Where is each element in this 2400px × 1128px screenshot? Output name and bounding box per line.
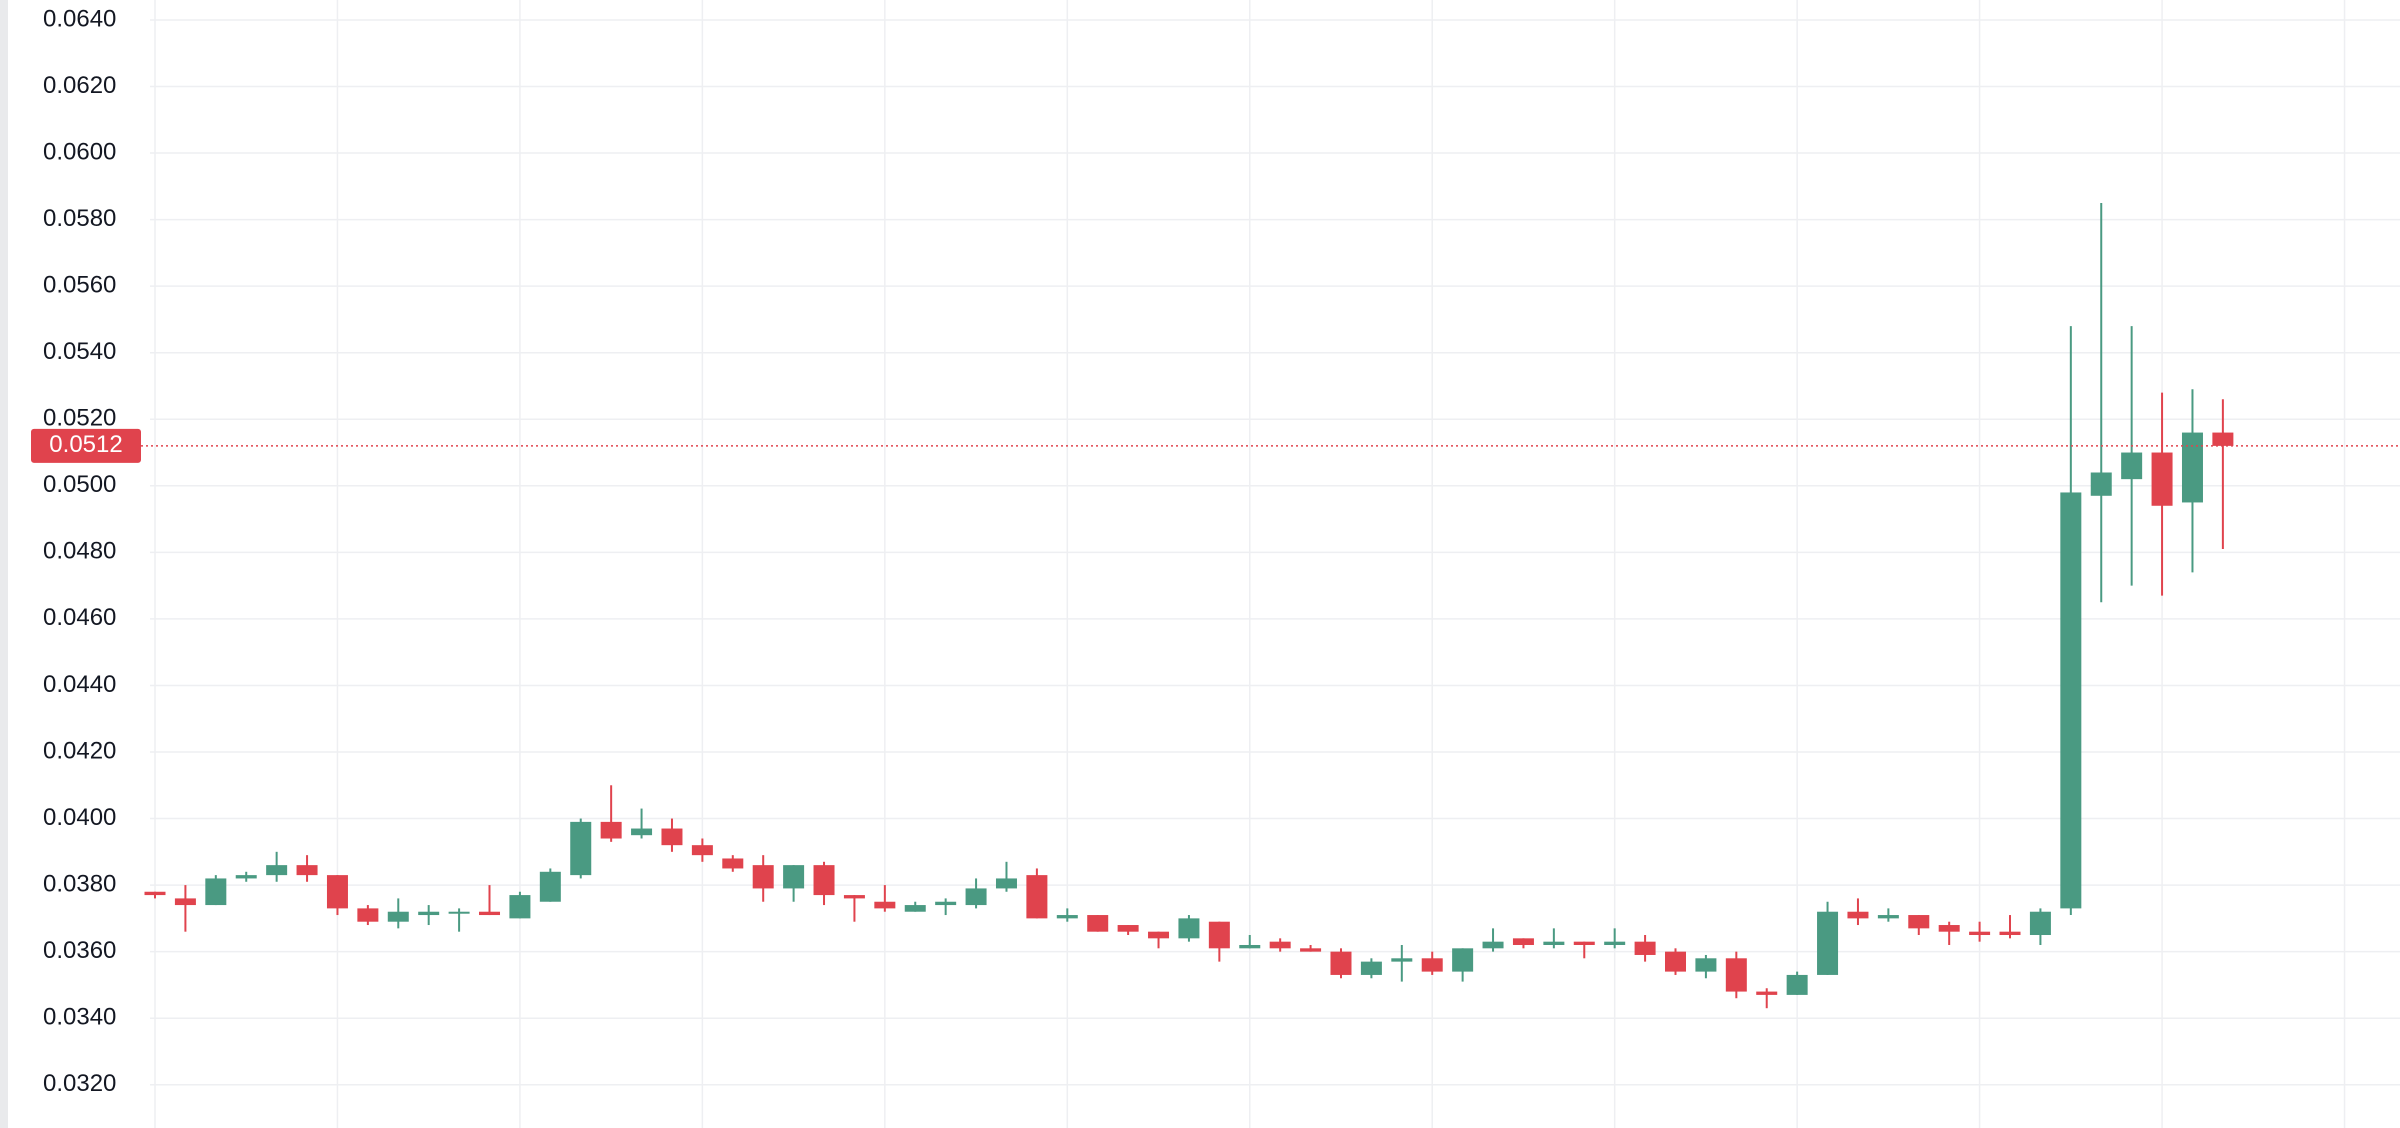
candle-body xyxy=(1573,941,1595,945)
candle-body xyxy=(570,821,592,876)
candle-body xyxy=(1148,931,1170,939)
candle-body xyxy=(1847,911,1869,919)
candle-body xyxy=(1999,931,2021,936)
y-tick-label: 0.0380 xyxy=(43,870,116,897)
candle-body xyxy=(1604,941,1626,945)
candle-body xyxy=(296,865,318,876)
candle-body xyxy=(1391,958,1413,962)
candle-body xyxy=(600,821,622,839)
y-tick-label: 0.0500 xyxy=(43,471,116,498)
candle-body xyxy=(1665,951,1686,972)
candle-body xyxy=(661,828,683,846)
candle-body xyxy=(2212,432,2234,446)
candle-body xyxy=(722,858,744,869)
y-tick-label: 0.0520 xyxy=(43,405,116,432)
candle-body xyxy=(357,908,379,922)
y-tick-label: 0.0340 xyxy=(43,1004,116,1031)
candle-body xyxy=(631,828,653,836)
candle-body xyxy=(1026,875,1048,919)
y-tick-label: 0.0620 xyxy=(43,72,116,99)
candle-body xyxy=(1877,915,1899,919)
candle-body xyxy=(1117,925,1139,932)
candle-body xyxy=(1908,915,1930,929)
candle-body xyxy=(783,865,805,889)
candle-body xyxy=(691,845,713,856)
candle-body xyxy=(1239,944,1261,949)
candle-body xyxy=(326,875,348,909)
y-tick-label: 0.0460 xyxy=(43,604,116,631)
y-tick-label: 0.0480 xyxy=(43,538,116,565)
price-label: 0.0512 xyxy=(49,431,122,458)
y-tick-label: 0.0600 xyxy=(43,138,116,165)
candle-body xyxy=(1087,915,1109,932)
candle-body xyxy=(1300,948,1322,952)
candle-body xyxy=(539,871,561,902)
y-tick-label: 0.0420 xyxy=(43,737,116,764)
candle-body xyxy=(2060,492,2082,909)
candle-body xyxy=(1786,974,1808,995)
candle-body xyxy=(387,911,409,922)
candle-body xyxy=(1421,958,1443,972)
candle-body xyxy=(2181,432,2203,503)
y-tick-label: 0.0360 xyxy=(43,937,116,964)
y-tick-label: 0.0320 xyxy=(43,1070,116,1097)
candle-body xyxy=(965,888,987,906)
candle-body xyxy=(1208,921,1230,949)
candle-body xyxy=(1756,991,1778,995)
candle-body xyxy=(1269,941,1291,949)
candle-body xyxy=(174,898,196,906)
candle-body xyxy=(904,905,926,912)
y-tick-label: 0.0440 xyxy=(43,671,116,698)
candle-body xyxy=(1543,941,1565,945)
candle-body xyxy=(935,901,957,906)
y-tick-label: 0.0400 xyxy=(43,804,116,831)
left-edge xyxy=(0,0,8,1128)
candle-body xyxy=(479,911,501,916)
candle-body xyxy=(874,901,896,909)
candle-body xyxy=(266,865,288,876)
candle-body xyxy=(2121,452,2143,480)
candle-body xyxy=(1695,958,1717,972)
candle-body xyxy=(1056,915,1078,919)
candle-body xyxy=(1482,941,1504,949)
candle-body xyxy=(205,878,227,906)
candle-body xyxy=(1512,938,1534,945)
y-tick-label: 0.0560 xyxy=(43,272,116,299)
candle-body xyxy=(995,878,1017,889)
candle-body xyxy=(2029,911,2051,936)
candle-body xyxy=(1360,961,1382,975)
candle-body xyxy=(418,911,440,916)
candle-body xyxy=(1634,941,1656,955)
candle-body xyxy=(144,891,166,896)
y-tick-label: 0.0540 xyxy=(43,338,116,365)
candle-body xyxy=(235,875,257,879)
candle-body xyxy=(1178,918,1200,939)
candle-body xyxy=(813,865,835,896)
candle-body xyxy=(1817,911,1839,975)
candle-body xyxy=(1330,951,1352,975)
candle-body xyxy=(1969,931,1991,936)
candle-body xyxy=(1725,958,1747,992)
candle-body xyxy=(843,895,865,899)
candle-body xyxy=(752,865,774,889)
candle-body xyxy=(2090,472,2112,496)
candle-body xyxy=(2151,452,2173,506)
candle-body xyxy=(509,895,531,919)
y-tick-label: 0.0580 xyxy=(43,205,116,232)
y-tick-label: 0.0640 xyxy=(43,5,116,32)
candle-body xyxy=(448,911,470,914)
candle-body xyxy=(1452,948,1474,972)
price-label-bg xyxy=(31,428,141,463)
candle-body xyxy=(1938,925,1960,932)
